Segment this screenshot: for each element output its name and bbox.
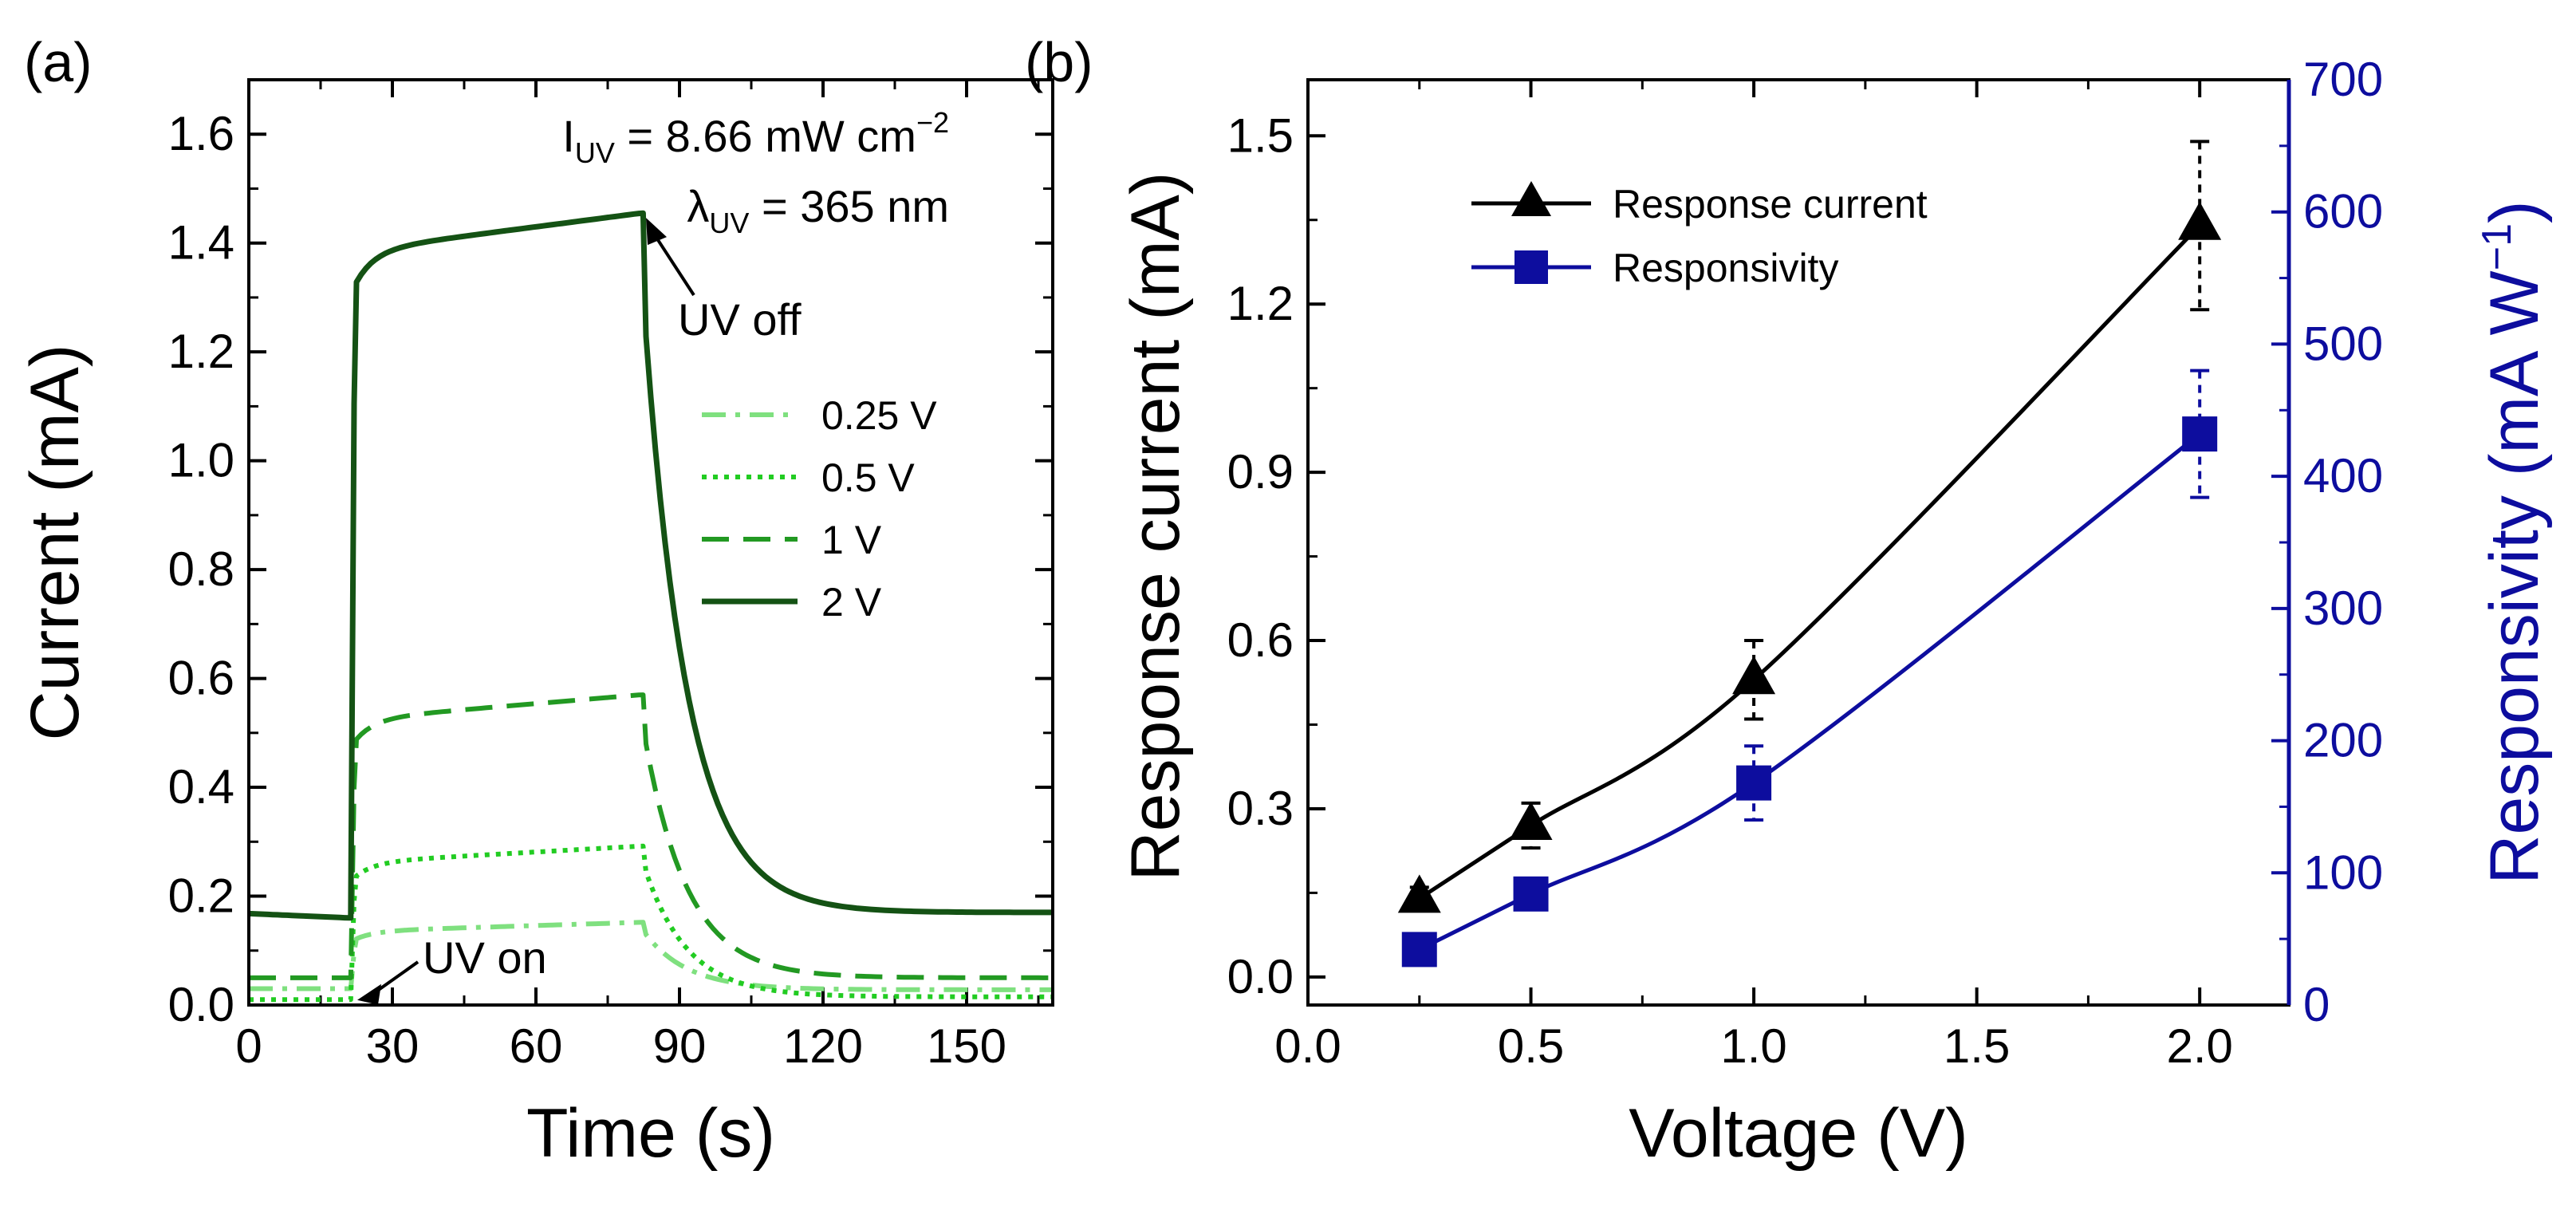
legend-label-0_25V: 0.25 V — [821, 393, 937, 438]
uv-off-arrowhead — [646, 218, 667, 246]
legend-label-0_5V: 0.5 V — [821, 455, 915, 500]
panel-a-x-axis-title: Time (s) — [526, 1095, 775, 1172]
uv-wavelength-subscript: UV — [709, 207, 749, 239]
series-line-1V — [249, 692, 1053, 980]
panel-b-x-tick-label: 1.5 — [1944, 1019, 2010, 1073]
legend-marker-square — [1514, 250, 1548, 284]
panel-a-time-current: (a) 0 30 60 90 120 150 0.0 0.2 0.4 0.6 0.8 1.0 1.2 1.… — [17, 31, 1054, 1172]
panel-a-y-tick-label: 1.4 — [168, 216, 234, 270]
uv-off-arrow — [652, 233, 695, 297]
panel-b-x-tick-label: 1.0 — [1720, 1019, 1786, 1073]
panel-b-y-axis-title: Response current (mA) — [1117, 172, 1194, 881]
series-line-0_25V — [249, 920, 1053, 992]
panel-b-y2-tick-label: 400 — [2303, 449, 2383, 503]
series-line-2V — [248, 210, 1053, 921]
panel-a-x-tick-label: 30 — [366, 1019, 419, 1073]
legend-marker-triangle — [1511, 181, 1551, 216]
panel-b-y2-tick-label: 500 — [2303, 317, 2383, 370]
panel-b-y-tick-label: 0.6 — [1227, 613, 1294, 667]
data-point-triangle — [1397, 874, 1441, 913]
uv-intensity-exponent: −2 — [916, 106, 949, 139]
panel-a-tick-labels: 0 30 60 90 120 150 0.0 0.2 0.4 0.6 0.8 1.0 1.2 1.4 1.6 — [168, 107, 1006, 1073]
panel-a-legend: 0.25 V 0.5 V 1 V 2 V — [702, 393, 937, 625]
panel-b-y2-axis-title: Responsivity (mA W−1) — [2474, 200, 2553, 884]
data-point-triangle — [2178, 201, 2222, 240]
uv-intensity-symbol: I — [562, 111, 575, 161]
legend-label-responsivity: Responsivity — [1613, 246, 1838, 290]
panel-b-voltage-response: (b) 0.0 0.5 1.0 1.5 2.0 0.0 0.3 0.6 0.9 1.2 1.5 0 10… — [1025, 31, 2553, 1172]
series-line-response-current — [1418, 224, 2201, 901]
series-line-responsivity — [1418, 432, 2201, 952]
panel-a-y-tick-label: 0.0 — [168, 978, 234, 1031]
uv-intensity-annotation: IUV = 8.66 mW cm−2 — [562, 106, 949, 169]
panel-a-series — [248, 210, 1053, 1003]
uv-off-annotation: UV off — [678, 294, 802, 345]
panel-a-y-tick-label: 0.8 — [168, 542, 234, 596]
uv-on-arrowhead — [357, 983, 381, 1005]
panel-b-y2-tick-label: 600 — [2303, 185, 2383, 238]
data-point-triangle — [1732, 656, 1776, 695]
panel-a-y-tick-label: 0.2 — [168, 869, 234, 923]
uv-on-arrow — [372, 960, 419, 995]
panel-b-y-tick-label: 1.2 — [1227, 277, 1294, 330]
legend-label-2V: 2 V — [821, 580, 882, 625]
panel-b-y-tick-label: 0.0 — [1227, 950, 1294, 1003]
panel-b-y-tick-label: 0.9 — [1227, 445, 1294, 499]
data-point-triangle — [1509, 802, 1553, 841]
panel-b-y2-tick-label: 100 — [2303, 845, 2383, 899]
panel-b-tick-labels: 0.0 0.5 1.0 1.5 2.0 0.0 0.3 0.6 0.9 1.2 1.5 0 100 200… — [1227, 53, 2384, 1073]
panel-b-y2-tick-label: 200 — [2303, 714, 2383, 767]
panel-b-x-tick-label: 0.5 — [1498, 1019, 1564, 1073]
panel-b-x-axis-title: Voltage (V) — [1629, 1095, 1967, 1172]
uv-on-annotation: UV on — [423, 932, 547, 983]
panel-b-y2-tick-label: 300 — [2303, 581, 2383, 635]
panel-a-x-tick-label: 60 — [510, 1019, 563, 1073]
panel-a-y-tick-label: 0.6 — [168, 652, 234, 705]
uv-wavelength-annotation: λUV = 365 nm — [687, 181, 949, 239]
data-point-square — [1513, 876, 1549, 912]
uv-intensity-value: = 8.66 mW cm — [615, 111, 916, 161]
uv-intensity-subscript: UV — [575, 136, 615, 169]
panel-b-legend: Response current Responsivity — [1471, 181, 1928, 290]
panel-a-x-tick-label: 90 — [653, 1019, 707, 1073]
panel-a-y-axis-title: Current (mA) — [17, 345, 93, 741]
panel-b-series — [1397, 140, 2222, 968]
uv-wavelength-value: = 365 nm — [749, 181, 949, 231]
panel-b-x-tick-label: 0.0 — [1274, 1019, 1341, 1073]
series-line-0_5V — [249, 843, 1053, 1003]
panel-b-y-tick-label: 1.5 — [1227, 108, 1294, 162]
panel-b-y-tick-label: 0.3 — [1227, 782, 1294, 835]
panel-b-x-tick-label: 2.0 — [2166, 1019, 2232, 1073]
panel-a-x-tick-label: 0 — [235, 1019, 262, 1073]
data-point-square — [1401, 932, 1437, 968]
panel-b-y2-tick-label: 0 — [2303, 978, 2330, 1031]
panel-a-label: (a) — [24, 31, 93, 93]
panel-a-y-tick-label: 1.2 — [168, 325, 234, 378]
legend-label-1V: 1 V — [821, 518, 882, 562]
uv-wavelength-symbol: λ — [687, 181, 709, 231]
y2-title-base: Responsivity (mA W — [2476, 270, 2553, 884]
panel-a-x-tick-label: 150 — [927, 1019, 1006, 1073]
data-point-square — [2182, 416, 2218, 452]
panel-a-y-tick-label: 1.0 — [168, 434, 234, 487]
panel-b-y2-tick-label: 700 — [2303, 53, 2383, 106]
panel-a-y-tick-label: 1.6 — [168, 107, 234, 160]
y2-title-close: ) — [2476, 200, 2553, 223]
legend-label-response-current: Response current — [1613, 182, 1928, 227]
panel-b-label: (b) — [1025, 31, 1093, 93]
panel-a-plot-frame — [247, 78, 1054, 1007]
panel-a-y-tick-label: 0.4 — [168, 760, 234, 814]
panel-a-x-tick-label: 120 — [783, 1019, 863, 1073]
y2-title-exponent: −1 — [2474, 223, 2520, 270]
data-point-square — [1736, 765, 1772, 801]
